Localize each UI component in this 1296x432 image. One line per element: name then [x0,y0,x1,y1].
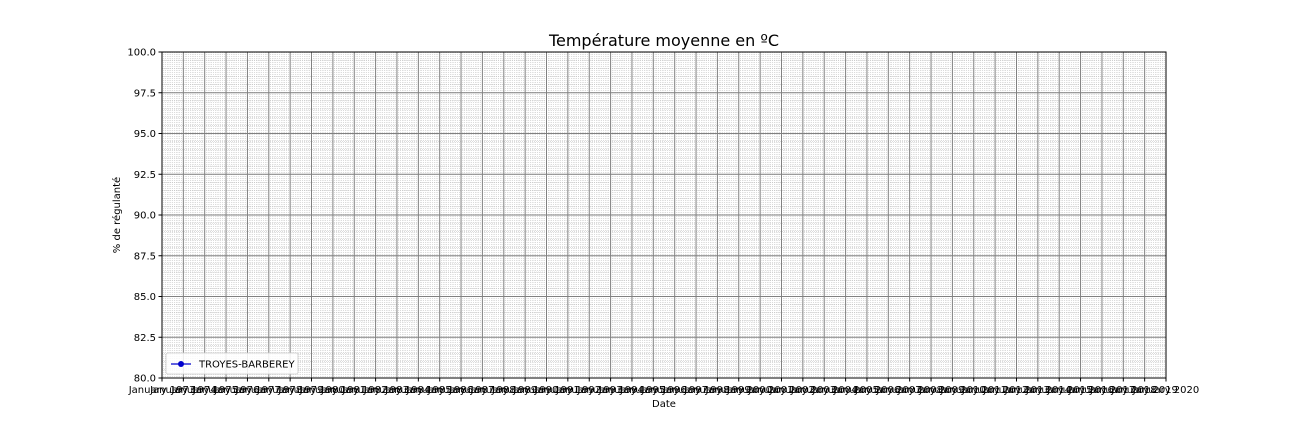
grid [161,51,1167,379]
y-tick-label: 87.5 [134,251,156,262]
legend: TROYES-BARBEREY [165,352,299,375]
y-tick-label: 92.5 [134,170,156,181]
x-tick-label: January 1980 [277,385,345,396]
x-tick-label: January 2014 [1004,385,1072,396]
x-tick-label: January 1981 [299,385,367,396]
x-tick-label: January 2010 [918,385,986,396]
x-tick-label: January 1985 [384,385,452,396]
x-tick-label: January 2011 [939,385,1007,396]
x-tick-label: January 2001 [726,385,794,396]
x-tick-label: January 1973 [128,385,196,396]
y-tick-label: 100.0 [127,48,156,59]
y-tick-label: 80.0 [134,374,156,385]
x-tick-label: January 2007 [854,385,922,396]
x-tick-label: January 1987 [427,385,495,396]
y-tick-label: 82.5 [134,333,156,344]
x-tick-label: January 1988 [448,385,516,396]
x-tick-label: January 1996 [619,385,687,396]
x-tick-label: January 2008 [875,385,943,396]
x-tick-label: January 1978 [235,385,303,396]
x-tick-label: January 1991 [512,385,580,396]
x-tick-label: January 1993 [555,385,623,396]
x-tick-label: January 2015 [1025,385,1093,396]
x-tick-label: January 1999 [683,385,751,396]
y-tick-label: 97.5 [134,88,156,99]
x-tick-label: January 2003 [769,385,837,396]
legend-box [165,352,299,375]
x-tick-label: January 1984 [363,385,431,396]
x-tick-label: January 1990 [491,385,559,396]
x-tick-label: January 1997 [640,385,708,396]
x-tick-label: January 2006 [833,385,901,396]
legend-marker [178,361,184,367]
x-tick-label: January 2013 [982,385,1050,396]
chart-title: Température moyenne en ºC [548,31,779,50]
x-tick-label: January 1986 [405,385,473,396]
x-tick-label: January 1974 [149,385,217,396]
x-tick-label: January 2012 [961,385,1029,396]
x-tick-label: January 2004 [790,385,858,396]
x-tick-label: January 1992 [534,385,602,396]
x-tick-label: January 2020 [1132,385,1200,396]
x-tick-label: January 1998 [662,385,730,396]
x-tick-label: January 1982 [320,385,388,396]
y-tick-label: 85.0 [134,292,156,303]
y-tick-label: 90.0 [134,211,156,222]
y-axis-label: % de régulanté [111,177,123,253]
x-tick-label: January 1979 [256,385,324,396]
x-tick-label: January 2009 [897,385,965,396]
x-tick-label: January 1977 [213,385,281,396]
x-tick-label: January 1995 [598,385,666,396]
x-tick-label: January 2005 [811,385,879,396]
x-tick-label: January 2000 [704,385,772,396]
y-axis: 80.0 82.5 85.0 87.5 90.0 92.5 95.0 97.5 100.0 [127,48,162,385]
legend-label: TROYES-BARBEREY [198,360,296,371]
x-tick-label: January 1989 [470,385,538,396]
y-tick-label: 95.0 [134,129,156,140]
x-tick-label: January 2018 [1089,385,1157,396]
x-tick-label: January 1975 [170,385,238,396]
x-tick-label: January 1983 [341,385,409,396]
x-axis-label: Date [652,399,676,410]
x-tick-label: January 2017 [1068,385,1136,396]
x-tick-label: January 2016 [1046,385,1114,396]
x-tick-label: January 2019 [1110,385,1178,396]
x-tick-label: January 1994 [576,385,644,396]
x-tick-label: January 1976 [192,385,260,396]
x-tick-label: January 2002 [747,385,815,396]
